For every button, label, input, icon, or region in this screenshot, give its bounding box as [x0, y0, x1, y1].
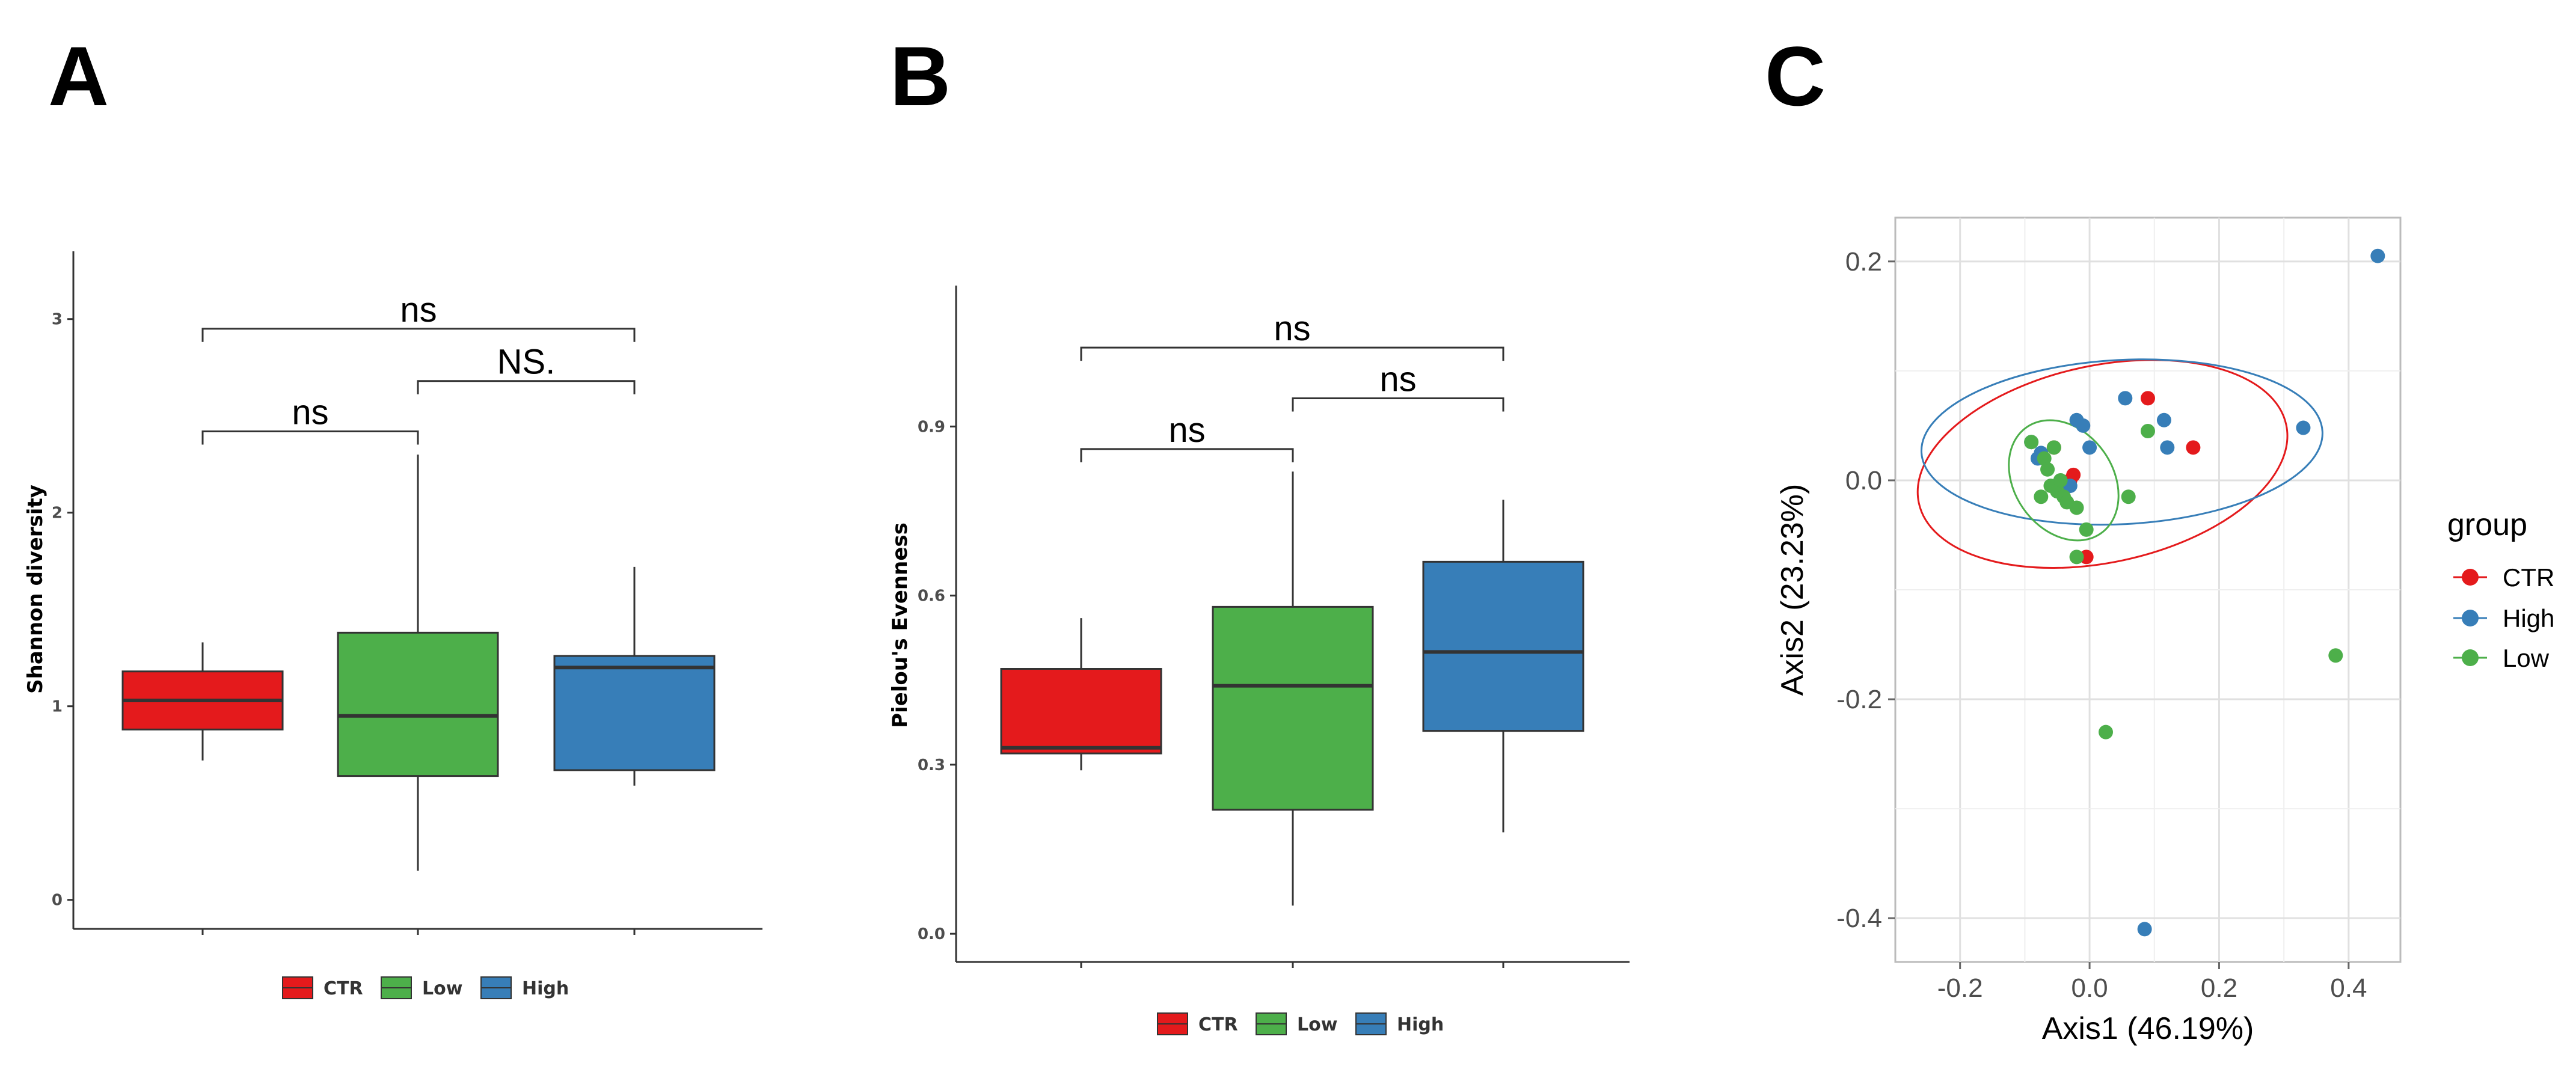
panel-c-point-high: [2118, 391, 2133, 406]
panel-b-significance-bracket: [1080, 346, 1504, 361]
panel-a-significance-bracket: [201, 430, 419, 445]
panel-c-legend-label-low: Low: [2503, 644, 2550, 672]
panel-c-x-tick-label: 0.2: [2201, 973, 2237, 1003]
panel-c-point-high: [2296, 420, 2311, 435]
panel-letter-b: B: [890, 29, 951, 123]
panel-c-point-high: [2156, 412, 2171, 427]
panel-c-point-low: [2069, 550, 2084, 565]
panel-b-y-tick-label: 0.9: [918, 418, 945, 436]
panel-b-y-tick-label: 0.0: [918, 925, 945, 943]
panel-c-point-ctr: [2186, 440, 2201, 455]
panel-c-point-low: [2141, 424, 2155, 439]
panel-c-x-tick-label: -0.2: [1937, 973, 1983, 1003]
panel-a-legend-label-high: High: [522, 978, 569, 999]
panel-b-boxplot: Pielou's Evenness 0.0 0.3 0.6 0.9 ns ns ns CT…: [888, 286, 1630, 1035]
panel-c-ellipse-high: [1920, 358, 2323, 526]
panel-c-legend-title: group: [2447, 507, 2527, 542]
panel-b-significance-label: ns: [1274, 309, 1310, 348]
panel-a-y-tick-label: 1: [52, 698, 63, 716]
panel-letter-a: A: [48, 29, 109, 123]
panel-c-point-low: [2079, 522, 2094, 537]
panel-letter-c: C: [1765, 29, 1826, 123]
panel-c-y-tick-label: 0.0: [1845, 466, 1882, 495]
panel-c-legend: group CTR High Low: [2447, 507, 2554, 672]
panel-c-x-tick-label: 0.0: [2071, 973, 2108, 1003]
panel-c-point-low: [2121, 489, 2136, 504]
panel-b-box-low: [1212, 605, 1374, 811]
panel-c-x-tick-label: 0.4: [2330, 973, 2367, 1003]
panel-a-significance-bracket: [201, 328, 636, 342]
panel-b-legend: CTR Low High: [1157, 1012, 1444, 1035]
panel-b-legend-label-ctr: CTR: [1198, 1014, 1238, 1035]
panel-b-y-axis-label: Pielou's Evenness: [888, 522, 912, 728]
panel-a-boxplot: Shannon diversity 0 1 2 3 ns NS. ns CTR Low H…: [23, 251, 762, 999]
panel-c-point-high: [2076, 418, 2091, 433]
panel-c-x-axis-label: Axis1 (46.19%): [2042, 1011, 2254, 1046]
panel-a-y-axis-label: Shannon diversity: [23, 485, 48, 694]
panel-b-box-ctr: [1000, 668, 1162, 755]
panel-a-significance-label: NS.: [497, 343, 556, 382]
panel-b-y-tick-label: 0.6: [918, 587, 945, 605]
panel-b-significance-bracket: [1292, 397, 1504, 412]
panel-a-significance-label: ns: [292, 393, 328, 432]
panel-b-legend-label-low: Low: [1297, 1014, 1337, 1035]
panel-c-point-low: [2053, 473, 2068, 488]
panel-c-point-low: [2040, 462, 2055, 477]
panel-b-legend-label-high: High: [1397, 1014, 1444, 1035]
panel-c-point-low: [2037, 451, 2052, 466]
panel-c-point-low: [2034, 489, 2049, 504]
panel-c-y-tick-label: 0.2: [1845, 247, 1882, 277]
panel-c-y-axis-label: Axis2 (23.23%): [1775, 484, 1810, 696]
panel-c-y-tick-label: -0.4: [1836, 904, 1882, 933]
panel-c-point-ctr: [2141, 391, 2155, 406]
panel-c-y-tick-label: -0.2: [1836, 685, 1882, 714]
panel-c-point-low: [2024, 435, 2039, 450]
panel-a-legend-label-ctr: CTR: [324, 978, 363, 999]
panel-c-point-high: [2160, 440, 2175, 455]
panel-c-ellipse-low: [2008, 419, 2120, 542]
panel-c-ellipse-ctr: [1916, 359, 2289, 569]
panel-b-significance-label: ns: [1168, 411, 1205, 450]
panel-c-pcoa-scatter: -0.2 0.0 0.2 0.4 0.2 0.0 -0.2 -0.4 Axis1 (46.19…: [1775, 216, 2554, 1046]
panel-a-y-tick-label: 0: [52, 892, 63, 910]
panel-b-box-high: [1422, 560, 1584, 732]
panel-a-y-tick-label: 2: [52, 504, 63, 522]
panel-a-y-tick-label: 3: [52, 311, 63, 329]
panel-c-point-ctr: [2066, 467, 2081, 482]
panel-c-point-low: [2046, 440, 2061, 455]
panel-b-y-tick-label: 0.3: [918, 756, 945, 774]
panel-c-legend-label-high: High: [2503, 604, 2554, 632]
panel-a-box-high: [553, 655, 716, 771]
panel-c-point-high: [2370, 248, 2385, 263]
panel-c-point-low: [2099, 724, 2113, 740]
panel-b-significance-bracket: [1080, 448, 1294, 462]
panel-a-significance-bracket: [417, 380, 636, 394]
panel-b-significance-label: ns: [1379, 360, 1416, 399]
panel-c-point-high: [2137, 922, 2152, 937]
panel-a-significance-label: ns: [400, 290, 437, 329]
panel-a-box-low: [337, 631, 499, 777]
panel-c-point-high: [2082, 440, 2097, 455]
panel-c-point-low: [2069, 500, 2084, 515]
panel-c-point-low: [2328, 648, 2343, 663]
panel-a-legend: CTR Low High: [282, 976, 569, 999]
panel-a-legend-label-low: Low: [422, 978, 462, 999]
panel-c-legend-label-ctr: CTR: [2503, 563, 2554, 592]
